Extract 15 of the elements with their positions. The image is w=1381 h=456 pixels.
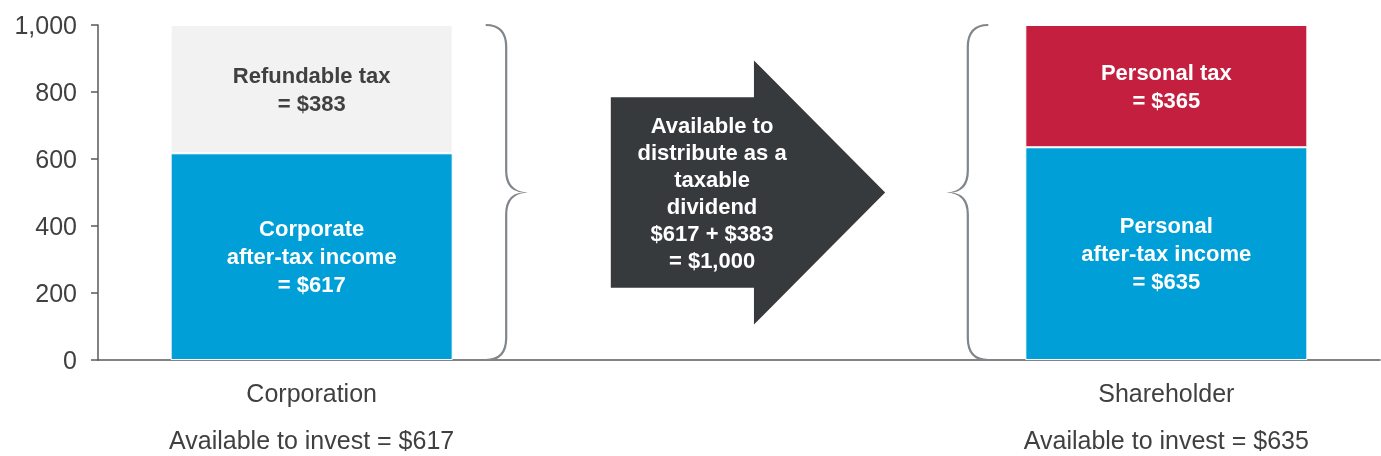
data-label: Corporate after-tax income = $617 — [226, 216, 397, 298]
y-tick-label: 600 — [35, 145, 77, 173]
annotation: Available to distribute as a taxable dividend $617 + $383 = $1,000 — [637, 111, 787, 274]
y-tick-label: 400 — [35, 212, 77, 240]
y-tick-label: 200 — [35, 279, 77, 307]
data-label: Refundable tax = $383 — [232, 62, 392, 116]
text: Available to invest = $635 — [1023, 425, 1309, 455]
y-tick-label: 0 — [63, 346, 77, 374]
y-tick-label: 1,000 — [14, 11, 77, 39]
data-label: Personal after-tax income = $635 — [1081, 213, 1252, 295]
y-tick-label: 800 — [35, 78, 77, 106]
text: Available to invest = $617 — [169, 425, 455, 455]
x-tick-label: Shareholder — [1098, 378, 1235, 407]
x-tick-label: Corporation — [246, 378, 377, 407]
data-label: Personal tax = $365 — [1100, 59, 1233, 113]
